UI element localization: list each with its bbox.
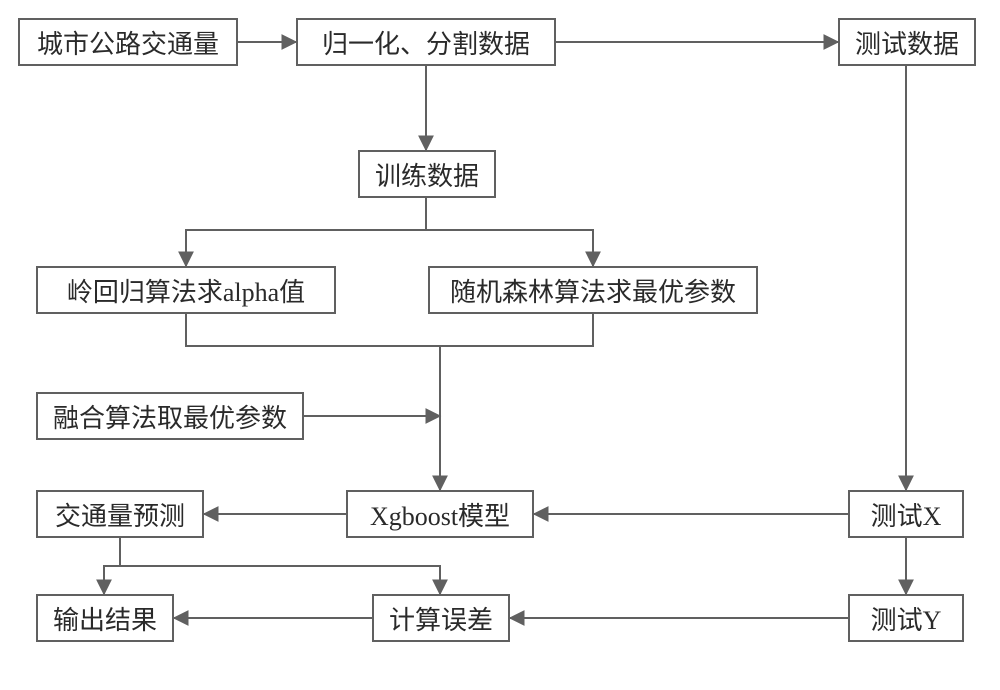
edge (104, 538, 120, 594)
edge-layer (0, 0, 1000, 690)
node-xgboost: Xgboost模型 (346, 490, 534, 538)
node-testy: 测试Y (848, 594, 964, 642)
edge (186, 198, 426, 266)
node-rf: 随机森林算法求最优参数 (428, 266, 758, 314)
node-traindata: 训练数据 (358, 150, 496, 198)
edge (120, 566, 440, 594)
node-normalize: 归一化、分割数据 (296, 18, 556, 66)
node-output: 输出结果 (36, 594, 174, 642)
node-testdata: 测试数据 (838, 18, 976, 66)
node-ridge: 岭回归算法求alpha值 (36, 266, 336, 314)
edge (186, 314, 593, 346)
node-fusion: 融合算法取最优参数 (36, 392, 304, 440)
node-testx: 测试X (848, 490, 964, 538)
edge (426, 230, 593, 266)
node-predict: 交通量预测 (36, 490, 204, 538)
node-traffic: 城市公路交通量 (18, 18, 238, 66)
node-error: 计算误差 (372, 594, 510, 642)
flowchart-canvas: 城市公路交通量 归一化、分割数据 测试数据训练数据岭回归算法求alpha值 随机森林算… (0, 0, 1000, 690)
